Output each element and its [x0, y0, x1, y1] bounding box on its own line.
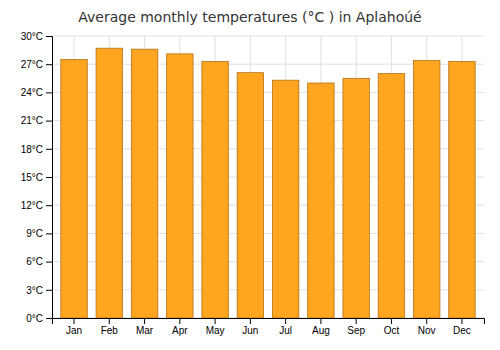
x-tick: Jan: [66, 318, 82, 336]
x-tick: Jul: [279, 318, 292, 336]
tick-mark: [74, 318, 75, 324]
x-tick: Nov: [418, 318, 436, 336]
tick-label: Aug: [312, 325, 330, 336]
tick-mark: [144, 318, 145, 324]
x-axis: Jan Feb Mar Apr May Jun Jul Aug Sep Oct Nov Dec: [53, 318, 485, 336]
tick-mark: [46, 290, 52, 291]
tick-label: Sep: [347, 325, 365, 336]
tick-mark: [461, 318, 462, 324]
y-tick: 15°C: [21, 172, 52, 183]
y-axis: 0°C 3°C 6°C 9°C 12°C 15°C 18°C 21°C 24°C 27°C 30°C: [21, 31, 53, 324]
tick-mark: [46, 177, 52, 178]
tick-mark: [46, 92, 52, 93]
tick-label: Jul: [279, 325, 292, 336]
y-tick: 6°C: [26, 256, 52, 267]
tick-mark: [46, 121, 52, 122]
bar: [61, 60, 87, 319]
tick-label: 27°C: [21, 59, 43, 70]
grid-line: [52, 36, 484, 37]
tick-mark: [285, 318, 286, 324]
bar: [237, 73, 263, 318]
tick-label: 12°C: [21, 200, 43, 211]
tick-mark: [250, 318, 251, 324]
y-tick: 12°C: [21, 200, 52, 211]
tick-label: 15°C: [21, 172, 43, 183]
bar: [413, 60, 439, 318]
tick-mark: [426, 318, 427, 324]
tick-mark: [46, 64, 52, 65]
tick-mark: [46, 36, 52, 37]
tick-mark: [46, 318, 52, 319]
tick-mark: [215, 318, 216, 324]
title: Average monthly temperatures (°C ) in Ap…: [78, 9, 421, 25]
y-tick: 3°C: [26, 285, 52, 296]
tick-mark: [109, 318, 110, 324]
x-tick: Sep: [347, 318, 365, 336]
tick-mark: [46, 233, 52, 234]
grid: [52, 36, 484, 318]
tick-label: 0°C: [26, 313, 43, 324]
bars: [61, 48, 475, 318]
y-tick: 9°C: [26, 228, 52, 239]
bar: [96, 48, 122, 318]
y-tick: 30°C: [21, 31, 52, 42]
bar: [308, 83, 334, 318]
x-tick: Oct: [384, 318, 400, 336]
bar: [202, 61, 228, 318]
x-tick: Aug: [312, 318, 330, 336]
tick-label: 3°C: [26, 285, 43, 296]
tick-mark: [391, 318, 392, 324]
tick-label: 21°C: [21, 115, 43, 126]
tick-label: Nov: [418, 325, 436, 336]
tick-label: 18°C: [21, 144, 43, 155]
x-tick: Mar: [136, 318, 154, 336]
bar: [378, 74, 404, 318]
axis-line: [46, 37, 53, 319]
x-tick: Jun: [242, 318, 258, 336]
bar: [167, 54, 193, 318]
tick-label: Jan: [66, 325, 82, 336]
y-tick: 0°C: [26, 313, 52, 324]
axis-line: [53, 319, 485, 325]
y-tick: 27°C: [21, 59, 52, 70]
tick-label: Mar: [136, 325, 154, 336]
x-tick: Apr: [172, 318, 188, 336]
tick-label: 9°C: [26, 228, 43, 239]
tick-label: 24°C: [21, 87, 43, 98]
y-tick: 24°C: [21, 87, 52, 98]
tick-label: 6°C: [26, 256, 43, 267]
bar: [272, 80, 298, 318]
bar: [449, 61, 475, 318]
tick-label: Oct: [384, 325, 400, 336]
x-tick: May: [206, 318, 225, 336]
tick-label: Jun: [242, 325, 258, 336]
tick-mark: [46, 205, 52, 206]
plot: 0°C 3°C 6°C 9°C 12°C 15°C 18°C 21°C 24°C 27°C 30°C…: [21, 31, 485, 336]
x-tick: Dec: [453, 318, 471, 336]
chart: 0°C 3°C 6°C 9°C 12°C 15°C 18°C 21°C 24°C 27°C 30°C…: [0, 0, 500, 350]
tick-label: Apr: [172, 325, 188, 336]
tick-label: May: [206, 325, 225, 336]
tick-mark: [46, 149, 52, 150]
tick-mark: [320, 318, 321, 324]
tick-label: 30°C: [21, 31, 43, 42]
x-tick: Feb: [101, 318, 119, 336]
tick-label: Feb: [101, 325, 119, 336]
y-tick: 18°C: [21, 144, 52, 155]
y-tick: 21°C: [21, 115, 52, 126]
bar: [343, 78, 369, 318]
tick-mark: [46, 262, 52, 263]
tick-mark: [356, 318, 357, 324]
bar: [131, 49, 157, 318]
tick-label: Dec: [453, 325, 471, 336]
tick-mark: [179, 318, 180, 324]
